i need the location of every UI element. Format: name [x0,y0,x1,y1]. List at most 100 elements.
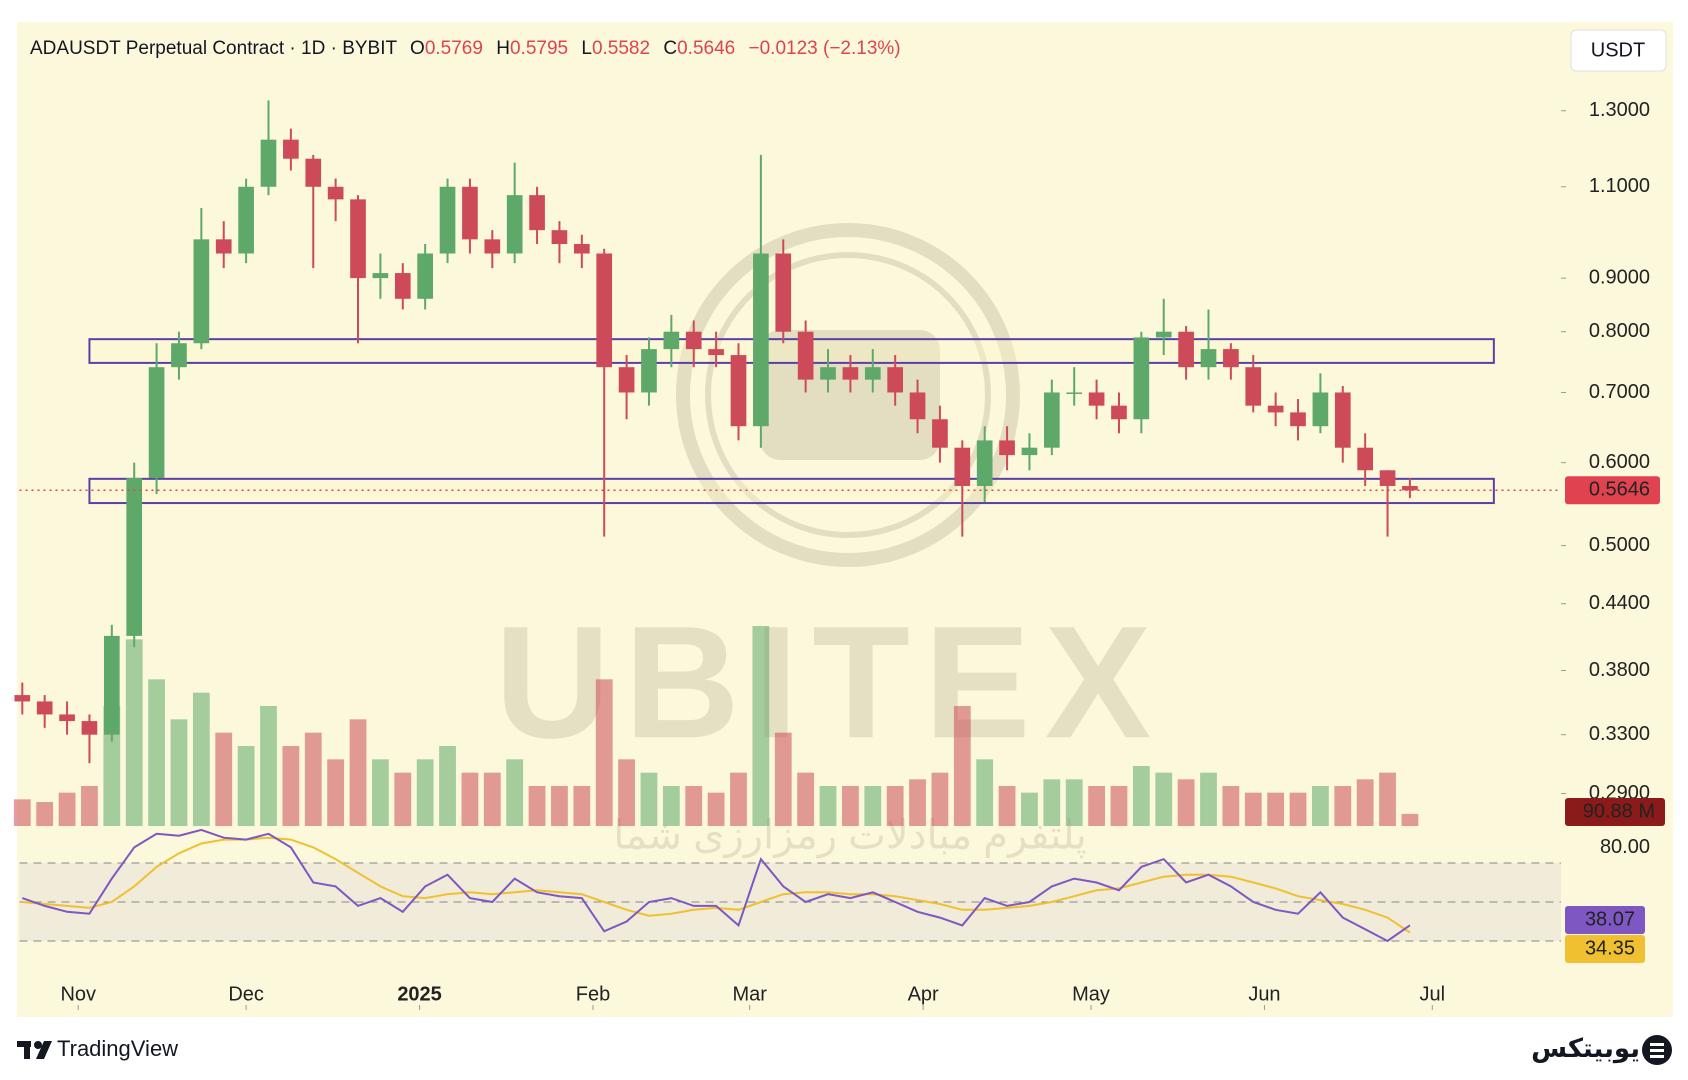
candle-body [753,253,769,427]
volume-bar [394,772,412,826]
volume-bar [282,746,300,826]
x-tick-label: Nov [60,983,96,1005]
candle-body [909,392,926,420]
watermark-brand: UBITEX [495,592,1166,771]
candle-body [1066,392,1083,394]
volume-label: 90.88 M [1583,800,1655,822]
volume-bar [461,772,479,826]
candle-body [842,367,859,380]
candle-body [596,253,613,368]
x-tick-label: Jun [1248,983,1280,1005]
y-tick-label: 0.3800 [1589,659,1650,681]
candle-body [999,440,1015,456]
volume-bar [237,746,255,826]
candle-body [1200,349,1217,368]
y-tick-label: 1.1000 [1589,175,1650,197]
candle-body [932,419,948,448]
candle-body [283,139,299,159]
x-tick-label: 2025 [397,983,442,1005]
volume-bar [1267,792,1285,826]
candle-body [193,239,210,344]
y-tick-label: 0.8000 [1589,320,1650,342]
candle-body [618,367,635,393]
currency[interactable]: USDT [1591,39,1645,61]
volume-bar [551,786,568,826]
x-tick-label: Dec [228,983,264,1005]
candle-body [1021,447,1038,456]
rsi-ma-label: 34.35 [1585,937,1635,959]
currency-box[interactable] [1570,29,1667,72]
volume-bar [304,732,322,826]
volume-bar [81,786,98,826]
candle-body [1334,392,1351,448]
x-tick-label: Mar [732,983,767,1005]
candle-body [708,349,724,356]
candle-body [462,186,478,240]
candle-body [1223,349,1239,368]
footer-right: یوبیتکس [1531,1033,1640,1064]
volume-bar [573,786,591,826]
candle-body [864,367,881,380]
y-tick-label: 1.3000 [1589,99,1650,121]
volume-bar [103,706,121,826]
volume-bar [774,732,792,826]
candle-body [484,239,501,254]
rsi-line [21,828,1411,943]
candle-body [641,349,657,393]
volume-bar [1401,813,1419,826]
candle-body [573,244,590,254]
x-tick-label: Jul [1420,983,1446,1005]
candle-body [730,355,747,427]
volume-bar [595,679,613,826]
volume-bar [148,679,165,826]
volume-bar [170,719,188,826]
x-tick-label: Feb [576,983,610,1005]
volume-bar [1177,779,1195,826]
candle-body [394,273,411,299]
candle-body [350,199,366,279]
volume-bar [886,786,904,826]
candle-body [1155,331,1172,338]
volume-bar [1289,792,1307,826]
candle-body [685,331,702,350]
candle-body [506,195,523,254]
candle-body [36,701,53,715]
candle-body [1245,367,1262,406]
volume-bar [1244,792,1262,826]
candle-body [14,695,31,702]
volume-bar [260,706,277,826]
ubitex-logo [1642,1035,1672,1065]
candle-body [1357,447,1373,471]
volume-bar [58,792,76,826]
rsi-tick-label: 80.00 [1600,836,1650,858]
rsi-ma-label-box [1565,935,1645,963]
volume-bar [662,786,680,826]
volume-bar [327,759,345,826]
support-resistance-zone [88,477,1495,505]
y-tick-label: 0.5000 [1589,534,1650,556]
volume-bar [842,786,859,826]
volume-bar [1379,772,1396,826]
candle-body [954,447,971,486]
volume-bar [1132,766,1150,826]
candle-body [1088,392,1105,406]
candle-body [171,343,187,368]
volume-bar [506,759,524,826]
candle-body [797,331,814,380]
candle-body [529,195,545,231]
candle-body [417,253,433,299]
high-label: H [496,38,510,59]
volume-bar [36,802,54,826]
volume-bar [13,799,31,826]
change: −0.0123 (−2.13%) [749,38,901,59]
candle-body [976,440,993,486]
low-value: 0.5582 [592,38,650,59]
price-label-box [1565,476,1660,505]
volume-bar [1021,792,1038,826]
volume-bar [349,719,367,826]
volume-bar [640,772,658,826]
volume-bar [215,732,233,826]
candle-body [1267,405,1284,413]
volume-bar [1334,786,1352,826]
